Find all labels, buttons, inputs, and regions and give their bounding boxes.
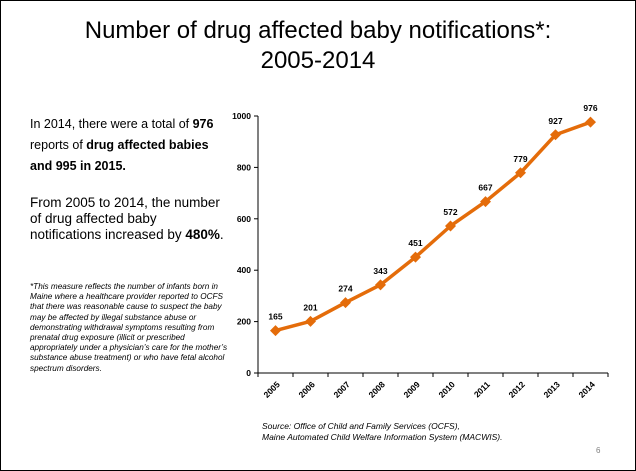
chart-series [270, 116, 596, 337]
y-tick-label: 200 [237, 317, 251, 327]
y-tick-label: 400 [237, 265, 251, 275]
data-point-marker [305, 315, 316, 327]
x-axis-ticks: 2005 2006 2007 2008 2009 2010 2011 2012 2013 2014 [257, 373, 609, 400]
increase-percent: 480% [185, 227, 220, 242]
increase-period: . [219, 227, 224, 242]
y-tick-label: 0 [246, 368, 251, 378]
x-tick-label: 2010 [436, 379, 457, 400]
x-tick-label: 2012 [506, 379, 527, 400]
y-tick-label: 800 [237, 162, 251, 172]
data-label: 976 [583, 103, 597, 113]
increase-paragraph: From 2005 to 2014, the number of drug af… [30, 195, 230, 243]
summary-count-2014: 976 [192, 117, 214, 131]
x-tick-label: 2005 [261, 379, 282, 400]
data-point-marker [375, 279, 386, 291]
data-point-marker [270, 325, 281, 337]
data-point-marker [445, 220, 456, 232]
increase-text-a: From 2005 to 2014, the number of drug af… [30, 195, 220, 242]
x-tick-label: 2006 [296, 379, 317, 400]
data-point-marker [340, 297, 351, 309]
summary-period: . [122, 159, 126, 173]
y-tick-label: 1000 [232, 111, 251, 121]
data-label: 201 [303, 302, 317, 312]
summary-highlight: drug affected babies and 995 in 2015 [30, 138, 209, 173]
x-tick-label: 2013 [541, 379, 562, 400]
x-tick-label: 2008 [366, 379, 387, 400]
summary-paragraph: In 2014, there were a total of 976 repor… [30, 114, 230, 177]
summary-text-c: reports of [30, 138, 87, 152]
summary-text-a: In 2014, there were a total of [30, 117, 193, 131]
data-label: 779 [513, 154, 527, 164]
chart-axes [257, 116, 608, 374]
data-label: 165 [268, 312, 282, 322]
data-label: 451 [408, 238, 422, 248]
data-label: 343 [373, 266, 387, 276]
data-point-marker [480, 196, 491, 208]
data-point-marker [550, 129, 561, 141]
data-labels: 165 201 274 343 451 572 667 779 927 976 [268, 103, 597, 321]
data-label: 572 [443, 207, 457, 217]
title-line-1: Number of drug affected baby notificatio… [84, 17, 552, 44]
title-line-2: 2005-2014 [260, 47, 376, 74]
data-point-marker [410, 251, 421, 263]
data-point-marker [515, 167, 526, 179]
source-citation: Source: Office of Child and Family Servi… [262, 421, 502, 443]
x-tick-label: 2011 [472, 379, 492, 399]
page-number: 6 [596, 446, 601, 455]
data-label: 274 [338, 284, 352, 294]
x-tick-label: 2007 [331, 379, 352, 400]
x-tick-label: 2009 [401, 379, 422, 400]
series-line [275, 120, 592, 333]
data-label: 927 [548, 116, 562, 126]
data-label: 667 [478, 183, 492, 193]
y-tick-label: 600 [237, 214, 251, 224]
source-line-2: Maine Automated Child Welfare Informatio… [262, 432, 503, 442]
slide-title: Number of drug affected baby notificatio… [0, 16, 636, 76]
data-point-marker [585, 116, 596, 128]
x-tick-label: 2014 [576, 379, 597, 400]
footnote: *This measure reflects the number of inf… [30, 282, 228, 373]
source-line-1: Source: Office of Child and Family Servi… [262, 421, 460, 431]
y-axis-ticks: 0 200 400 600 800 1000 [232, 111, 258, 378]
